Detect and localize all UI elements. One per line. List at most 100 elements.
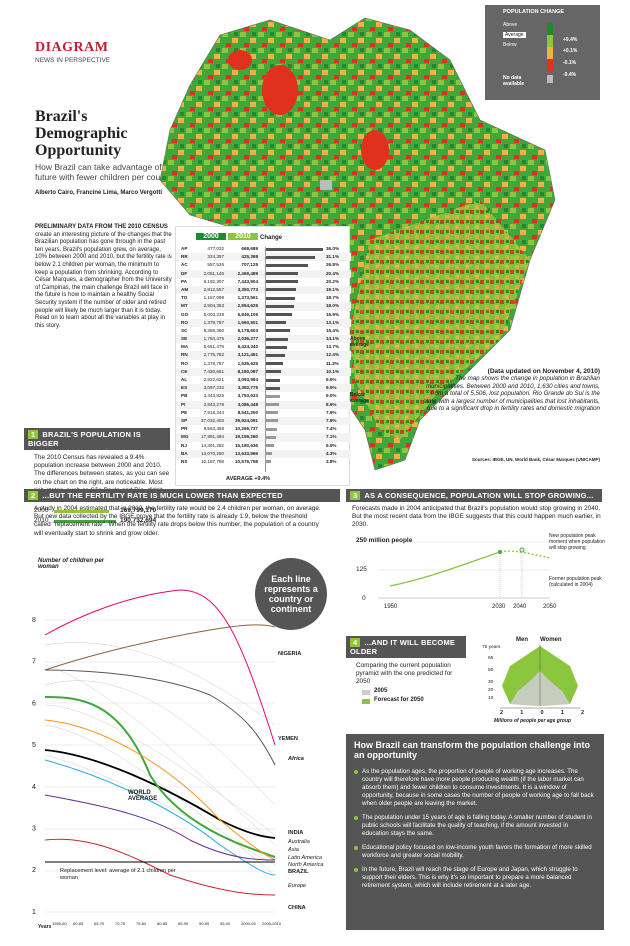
growth-ytick-125: 125 [356,566,367,573]
opportunity-item-text: Educational policy focused on low-income… [362,844,592,859]
legend-val-2: +0.1% [563,48,578,54]
fertility-xtick: 85-90 [178,921,189,926]
table-header-change: Change [260,235,283,241]
fertility-ytick: 4 [32,784,36,791]
table-state: SP [181,417,188,423]
table-state: PA [181,278,188,284]
table-bar [265,280,298,284]
table-state: MG [181,434,189,440]
intro-body: create an interesting picture of the cha… [35,231,172,329]
opportunity-item-text: In the future, Brazil will reach the sta… [362,866,578,889]
growth-xtick-2030: 2030 [492,604,506,610]
table-bar [265,329,290,333]
section-3-title-text: AS A CONSEQUENCE, POPULATION WILL STOP G… [364,491,594,500]
title-line-3: Opportunity [35,142,122,159]
table-value-2010: 19,159,260 [235,434,258,440]
table-bar [265,378,281,382]
table-row: PR 9,563,458 10,266,737 7.4% [176,425,351,433]
table-value-2000: 557,526 [207,262,224,268]
fertility-xtick: 2000-05 [241,921,256,926]
table-state: PE [181,409,188,415]
table-value-2000: 2,843,278 [203,401,224,407]
legend-no-data: No data available [503,75,525,87]
line-brazil [44,696,276,858]
table-change: 4.3% [326,450,337,456]
table-state: PI [181,401,186,407]
table-change: 7.4% [326,426,337,432]
table-change: 18.0% [326,303,340,309]
table-row: SE 1,784,475 2,036,277 14.1% [176,335,351,344]
table-change: 11.3% [326,360,339,366]
map-legend: POPULATION CHANGE Above Average Below No… [485,5,600,100]
page-title: Brazil's Demographic Opportunity [35,108,175,159]
growth-chart [378,541,551,599]
pop-2000-value: 169,799,170 [120,507,157,515]
table-state: GO [181,311,189,317]
table-value-2010: 13,633,969 [235,450,258,456]
legend-2005-swatch [362,690,370,695]
growth-ytick-0: 0 [362,595,366,602]
table-value-2000: 3,097,232 [203,385,224,391]
table-value-2010: 3,392,775 [237,385,258,391]
section-2-title: 2 ...BUT THE FERTILITY RATE IS MUCH LOWER… [24,489,340,502]
table-change: 10.1% [326,368,340,374]
line-yemen [44,589,276,746]
table-value-2010: 10,266,737 [235,426,258,432]
table-row: AL 2,822,621 3,093,994 9.6% [176,376,351,384]
title-line-1: Brazil's [35,108,88,125]
table-change: 7.1% [326,434,337,440]
pyramid-age-65: 65 [488,656,494,661]
world-average-label: WORLD AVERAGE [128,790,158,802]
table-bar [265,362,284,366]
growth-xtick-2050: 2050 [543,604,557,610]
title-deck: How Brazil can take advantage of a futur… [35,162,174,182]
bullet-icon [354,846,358,850]
legend-swatch-4 [547,59,553,71]
table-value-2000: 1,379,787 [203,319,224,325]
table-value-2010: 8,541,250 [237,409,258,415]
fertility-ytick: 7 [32,659,36,666]
section-3-text: Forecasts made in 2004 anticipated that … [352,505,601,529]
title-line-2: Demographic [35,125,128,142]
label-africa: Africa [288,756,304,762]
table-value-2000: 37,032,403 [201,417,224,423]
table-state: RN [181,352,188,358]
table-state: DF [181,270,188,276]
legend-swatch-1 [547,23,553,35]
former-peak-label: Former population peak (calculated in 20… [549,576,602,588]
table-change: 19.1% [326,286,340,292]
table-value-2000: 477,032 [207,246,224,251]
opportunity-item: As the population ages, the proportion o… [354,768,596,808]
table-change: 9.5% [326,385,337,391]
fertility-ytick: 3 [32,826,36,833]
table-value-2000: 1,784,475 [203,336,224,342]
fertility-ytick: 2 [32,867,36,874]
legend-2050-swatch [362,699,370,704]
title-block: Brazil's Demographic Opportunity How Bra… [35,108,175,196]
section-2-title-text: ...BUT THE FERTILITY RATE IS MUCH LOWER … [42,491,283,500]
table-bar [265,460,272,464]
table-state: SC [181,327,188,333]
map-note-title: (Data updated on November 4, 2010) [487,368,600,375]
table-bar [265,337,288,341]
table-value-2010: 39,924,091 [235,417,258,423]
table-row: RJ 14,391,282 15,180,636 5.5% [176,442,351,450]
pop-bars: 2000 169,799,170 2010 190,732,694 [24,507,170,529]
table-value-2000: 7,918,344 [203,409,224,415]
fertility-country-lines [44,642,276,876]
growth-xtick-1950: 1950 [384,604,398,610]
pyramid-xtick: 2 [580,710,584,716]
new-peak-label: New population peak moment when populati… [549,533,605,551]
table-bar [265,247,323,251]
table-state: PB [181,393,188,399]
table-value-2000: 14,391,282 [201,442,224,448]
intro-lead: PRELIMINARY DATA FROM THE 2010 CENSUS [35,224,168,230]
table-value-2010: 3,350,773 [237,286,258,292]
table-bar [265,321,287,325]
section-3-title: 3 AS A CONSEQUENCE, POPULATION WILL STOP … [346,489,602,502]
table-change: 14.1% [326,336,340,342]
opportunity-item: The population under 15 years of age is … [354,814,596,838]
table-value-2000: 9,563,458 [203,426,224,432]
table-value-2010: 8,180,087 [237,368,258,374]
table-bar [265,272,298,276]
